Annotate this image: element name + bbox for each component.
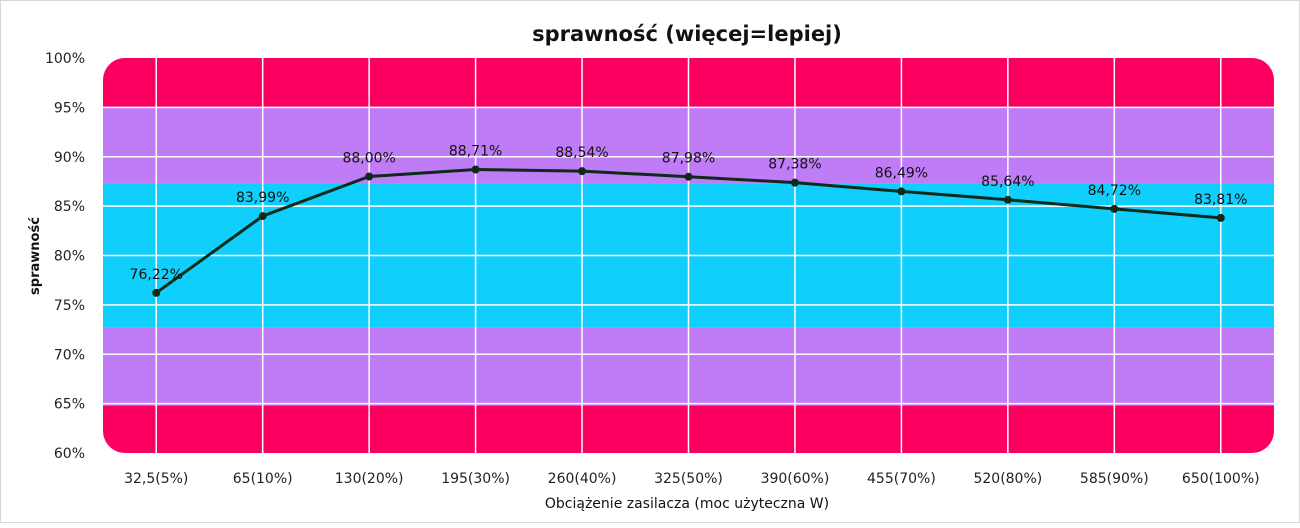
data-label: 83,81% (1194, 192, 1247, 208)
data-point (152, 288, 161, 297)
x-tick-label: 260(40%) (548, 471, 617, 487)
data-label: 88,54% (555, 145, 608, 161)
y-tick-label: 90% (54, 150, 85, 166)
x-tick-label: 130(20%) (335, 471, 404, 487)
data-point (365, 172, 374, 181)
data-point (1110, 204, 1119, 213)
y-tick-label: 60% (54, 446, 85, 462)
x-tick-label: 65(10%) (233, 471, 293, 487)
data-label: 87,98% (662, 151, 715, 167)
x-tick-label: 32,5(5%) (124, 471, 188, 487)
data-label: 86,49% (875, 165, 928, 181)
y-tick-label: 80% (54, 249, 85, 265)
data-point (578, 167, 587, 176)
y-axis-label: sprawność (28, 217, 43, 295)
data-point (1216, 213, 1225, 222)
data-point (258, 212, 267, 221)
y-tick-label: 85% (54, 199, 85, 215)
data-label: 83,99% (236, 190, 289, 206)
x-tick-label: 325(50%) (654, 471, 723, 487)
data-label: 84,72% (1088, 183, 1141, 199)
y-tick-label: 70% (54, 347, 85, 363)
y-tick-label: 65% (54, 397, 85, 413)
x-tick-label: 585(90%) (1080, 471, 1149, 487)
chart-title: sprawność (więcej=lepiej) (532, 22, 842, 46)
x-tick-label: 520(80%) (973, 471, 1042, 487)
y-tick-label: 95% (54, 100, 85, 116)
data-label: 76,22% (130, 267, 183, 283)
data-label: 87,38% (768, 157, 821, 173)
data-point (684, 172, 693, 181)
x-tick-label: 650(100%) (1182, 471, 1260, 487)
data-point (471, 165, 480, 174)
data-point (897, 187, 906, 196)
data-point (1003, 195, 1012, 204)
x-tick-label: 195(30%) (441, 471, 510, 487)
x-tick-label: 455(70%) (867, 471, 936, 487)
data-label: 85,64% (981, 174, 1034, 190)
data-point (790, 178, 799, 187)
x-axis-label: Obciążenie zasilacza (moc użyteczna W) (545, 496, 829, 512)
data-label: 88,00% (342, 151, 395, 167)
y-tick-label: 100% (45, 51, 85, 67)
y-tick-label: 75% (54, 298, 85, 314)
data-label: 88,71% (449, 143, 502, 159)
x-tick-label: 390(60%) (761, 471, 830, 487)
